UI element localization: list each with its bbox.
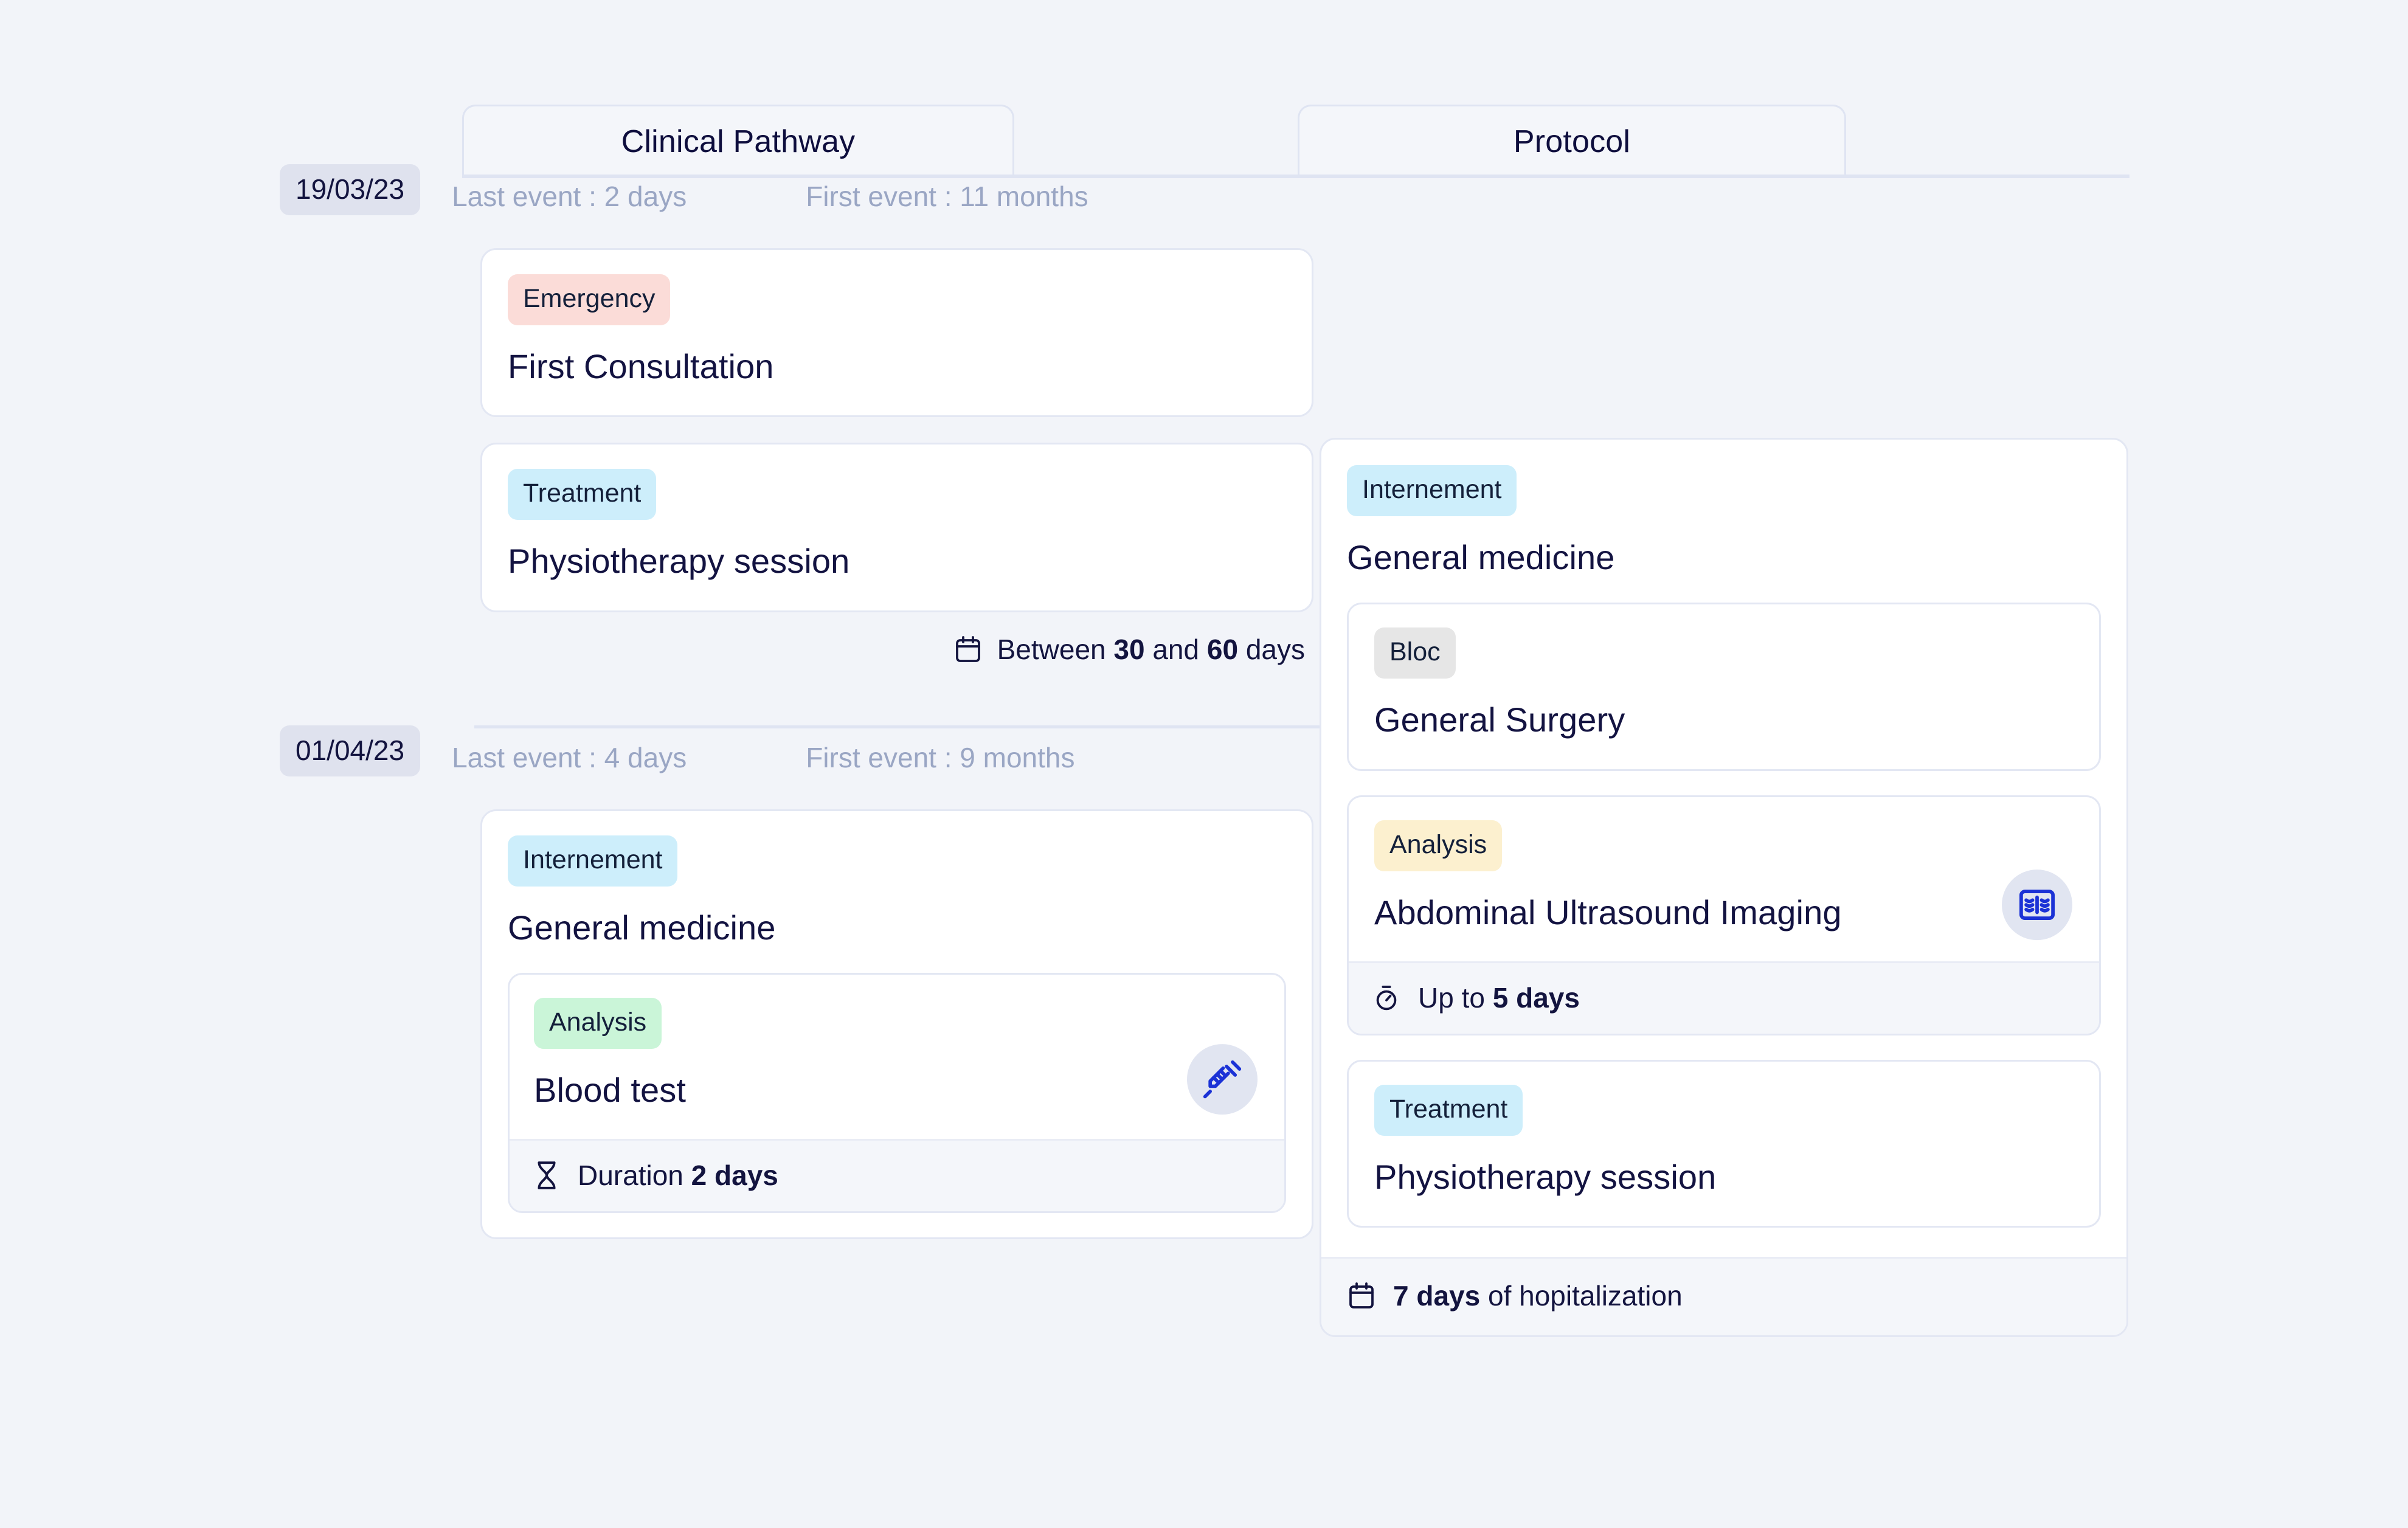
pathway-card-list: Emergency First Consultation Treatment P… bbox=[280, 248, 1313, 666]
pathway-subcard-analysis[interactable]: Analysis Blood test bbox=[508, 972, 1286, 1214]
card-title: Physiotherapy session bbox=[1374, 1157, 1717, 1196]
tab-clinical-pathway-label: Clinical Pathway bbox=[621, 123, 856, 159]
protocol-item-analysis[interactable]: Analysis Abdominal Ultrasound Imaging bbox=[1347, 795, 2101, 1035]
protocol-item-bloc[interactable]: Bloc General Surgery bbox=[1347, 603, 2101, 771]
card-title: Physiotherapy session bbox=[508, 542, 850, 581]
group-divider bbox=[474, 725, 1326, 728]
hospitalization-text: 7 days of hopitalization bbox=[1393, 1280, 1683, 1312]
event-meta-row: Last event : 2 days First event : 11 mon… bbox=[420, 164, 1313, 215]
card-title: First Consultation bbox=[508, 347, 774, 385]
status-badge-analysis: Analysis bbox=[1374, 820, 1503, 871]
card-title: General medicine bbox=[508, 908, 776, 947]
duration-footer: Up to 5 days bbox=[1349, 961, 2099, 1034]
duration-footer: Duration 2 days bbox=[510, 1139, 1284, 1212]
tab-protocol[interactable]: Protocol bbox=[1298, 105, 1846, 176]
card-title: General Surgery bbox=[1374, 700, 1625, 739]
pathway-card-list: Internement General medicine Analysis Bl… bbox=[280, 809, 1313, 1240]
clinical-pathway-column: 19/03/23 Last event : 2 days First event… bbox=[280, 164, 1326, 1240]
status-badge-internement: Internement bbox=[1347, 465, 1517, 516]
interval-note-text: Between 30 and 60 days bbox=[997, 633, 1305, 665]
calendar-icon bbox=[1347, 1281, 1376, 1311]
pathway-card-emergency[interactable]: Emergency First Consultation bbox=[480, 248, 1313, 418]
ultrasound-icon[interactable] bbox=[2002, 869, 2072, 941]
last-event-label: Last event : 2 days bbox=[452, 181, 687, 212]
interval-note: Between 30 and 60 days bbox=[480, 633, 1313, 666]
tab-underline bbox=[462, 175, 2129, 178]
tab-clinical-pathway[interactable]: Clinical Pathway bbox=[462, 105, 1014, 176]
status-badge-analysis: Analysis bbox=[534, 997, 662, 1049]
pathway-group-header: 01/04/23 Last event : 4 days First event… bbox=[280, 725, 1313, 776]
duration-text: Duration 2 days bbox=[578, 1160, 778, 1192]
date-badge[interactable]: 01/04/23 bbox=[280, 725, 421, 776]
pathway-group: 19/03/23 Last event : 2 days First event… bbox=[280, 164, 1313, 666]
pathway-card-internement[interactable]: Internement General medicine Analysis Bl… bbox=[480, 809, 1313, 1240]
first-event-label: First event : 11 months bbox=[806, 181, 1088, 212]
pathway-card-treatment[interactable]: Treatment Physiotherapy session bbox=[480, 443, 1313, 612]
stopwatch-icon bbox=[1373, 983, 1400, 1013]
syringe-icon[interactable] bbox=[1187, 1044, 1258, 1115]
status-badge-treatment: Treatment bbox=[508, 469, 657, 520]
status-badge-bloc: Bloc bbox=[1374, 627, 1456, 679]
protocol-column: Internement General medicine Bloc Genera… bbox=[1320, 438, 2128, 1338]
card-title: Abdominal Ultrasound Imaging bbox=[1374, 893, 1842, 932]
protocol-panel-body: Internement General medicine Bloc Genera… bbox=[1321, 440, 2126, 1257]
hospitalization-footer: 7 days of hopitalization bbox=[1321, 1257, 2126, 1336]
hourglass-icon bbox=[534, 1160, 559, 1191]
protocol-title: General medicine bbox=[1347, 538, 1615, 576]
protocol-panel[interactable]: Internement General medicine Bloc Genera… bbox=[1320, 438, 2128, 1338]
last-event-label: Last event : 4 days bbox=[452, 741, 687, 773]
first-event-label: First event : 9 months bbox=[806, 741, 1075, 773]
event-meta-row: Last event : 4 days First event : 9 mont… bbox=[420, 725, 1313, 776]
tab-bar: Clinical Pathway Protocol bbox=[0, 0, 2408, 178]
card-title: Blood test bbox=[534, 1070, 687, 1109]
status-badge-emergency: Emergency bbox=[508, 274, 671, 325]
calendar-icon bbox=[953, 634, 983, 665]
duration-text: Up to 5 days bbox=[1418, 981, 1580, 1014]
pathway-group-header: 19/03/23 Last event : 2 days First event… bbox=[280, 164, 1313, 215]
date-badge[interactable]: 19/03/23 bbox=[280, 164, 421, 215]
pathway-group: 01/04/23 Last event : 4 days First event… bbox=[280, 725, 1326, 1240]
tab-protocol-label: Protocol bbox=[1513, 123, 1631, 159]
protocol-item-treatment[interactable]: Treatment Physiotherapy session bbox=[1347, 1059, 2101, 1228]
status-badge-internement: Internement bbox=[508, 835, 678, 887]
status-badge-treatment: Treatment bbox=[1374, 1084, 1523, 1136]
